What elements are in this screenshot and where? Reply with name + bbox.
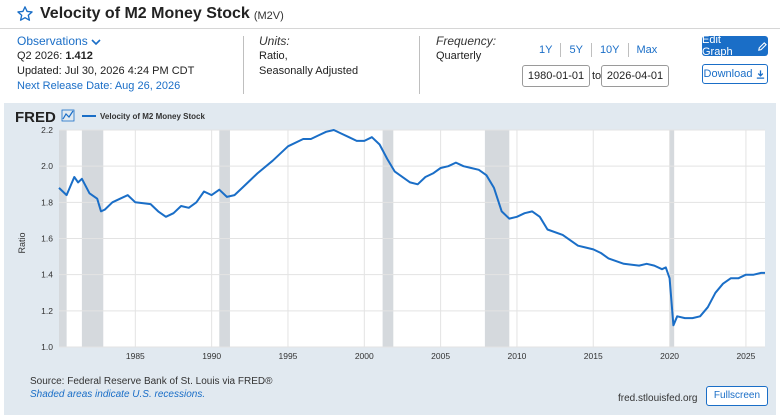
observation-value: 1.412 xyxy=(65,50,93,62)
series-line-m2v xyxy=(58,129,765,327)
series-code: (M2V) xyxy=(253,9,284,22)
x-tick-label: 2005 xyxy=(431,351,450,361)
observation-period: Q2 2026: xyxy=(17,50,63,62)
end-date-input[interactable]: 2026-04-01 xyxy=(601,65,669,87)
y-tick-label: 1.0 xyxy=(41,342,53,352)
range-1y-button[interactable]: 1Y xyxy=(531,43,562,57)
edit-graph-label: Edit Graph xyxy=(702,34,733,58)
header-divider xyxy=(0,28,780,29)
legend-label: Velocity of M2 Money Stock xyxy=(100,112,205,121)
download-label: Download xyxy=(703,68,753,80)
x-tick-label: 2000 xyxy=(355,351,374,361)
y-tick-label: 1.4 xyxy=(41,270,53,280)
units-panel: Units: Ratio, Seasonally Adjusted xyxy=(259,34,409,98)
line-chart[interactable]: 1.0 1.2 1.4 1.6 1.8 2.0 2.2 1985 1990 1995 2000 20… xyxy=(4,103,776,415)
y-tick-label: 1.8 xyxy=(41,197,53,207)
y-tick-label: 2.0 xyxy=(41,161,53,171)
observations-toggle[interactable]: Observations xyxy=(17,34,227,49)
y-axis-label: Ratio xyxy=(17,232,27,253)
x-axis-ticks: 1985 1990 1995 2000 2005 2010 2015 2020 2025 xyxy=(126,351,756,361)
x-tick-label: 2010 xyxy=(507,351,526,361)
updated-text: Updated: Jul 30, 2026 4:24 PM CDT xyxy=(17,65,195,77)
range-10y-button[interactable]: 10Y xyxy=(592,43,629,57)
date-to-label: to xyxy=(592,70,602,82)
units-label: Units: xyxy=(259,34,290,48)
chevron-down-icon xyxy=(91,38,101,45)
frequency-label: Frequency: xyxy=(436,34,497,48)
range-5y-button[interactable]: 5Y xyxy=(561,43,592,57)
meta-divider xyxy=(243,36,244,94)
units-line-1: Ratio, xyxy=(259,50,288,62)
range-selector: 1Y 5Y 10Y Max xyxy=(531,43,665,57)
chart-container: 1.0 1.2 1.4 1.6 1.8 2.0 2.2 1985 1990 1995 2000 20… xyxy=(4,103,776,415)
source-text: Source: Federal Reserve Bank of St. Loui… xyxy=(30,376,273,387)
edit-graph-button[interactable]: Edit Graph xyxy=(702,34,768,58)
x-tick-label: 1995 xyxy=(279,351,298,361)
frequency-value: Quarterly xyxy=(436,50,482,62)
recession-note: Shaded areas indicate U.S. recessions. xyxy=(30,389,206,400)
page-title: Velocity of M2 Money Stock xyxy=(40,5,250,22)
latest-observation: Q2 2026: 1.412 xyxy=(17,49,227,64)
start-date-input[interactable]: 1980-01-01 xyxy=(522,65,590,87)
y-axis-ticks: 1.0 1.2 1.4 1.6 1.8 2.0 2.2 xyxy=(41,125,53,352)
x-tick-label: 1985 xyxy=(126,351,145,361)
x-tick-label: 2025 xyxy=(736,351,755,361)
fullscreen-button[interactable]: Fullscreen xyxy=(706,386,768,406)
gridlines xyxy=(59,129,765,348)
observations-panel: Observations Q2 2026: 1.412 Updated: Jul… xyxy=(17,34,227,98)
y-tick-label: 1.2 xyxy=(41,306,53,316)
x-tick-label: 2020 xyxy=(660,351,679,361)
download-icon xyxy=(757,69,765,79)
units-line-2: Seasonally Adjusted xyxy=(259,65,359,77)
observations-label: Observations xyxy=(17,34,88,48)
download-button[interactable]: Download xyxy=(702,64,768,84)
fred-logo-mark xyxy=(61,109,75,122)
range-max-button[interactable]: Max xyxy=(636,44,658,56)
fred-logo: FRED xyxy=(15,109,56,126)
title-row: Velocity of M2 Money Stock (M2V) xyxy=(16,4,284,24)
next-release-link[interactable]: Next Release Date: Aug 26, 2026 xyxy=(17,80,181,92)
frequency-panel: Frequency: Quarterly xyxy=(436,34,516,98)
x-tick-label: 2015 xyxy=(584,351,603,361)
star-icon[interactable] xyxy=(16,5,34,23)
y-tick-label: 2.2 xyxy=(41,125,53,135)
y-tick-label: 1.6 xyxy=(41,234,53,244)
x-tick-label: 1990 xyxy=(202,351,221,361)
fred-url: fred.stlouisfed.org xyxy=(618,393,698,404)
meta-divider xyxy=(419,36,420,94)
pencil-icon xyxy=(758,41,767,51)
